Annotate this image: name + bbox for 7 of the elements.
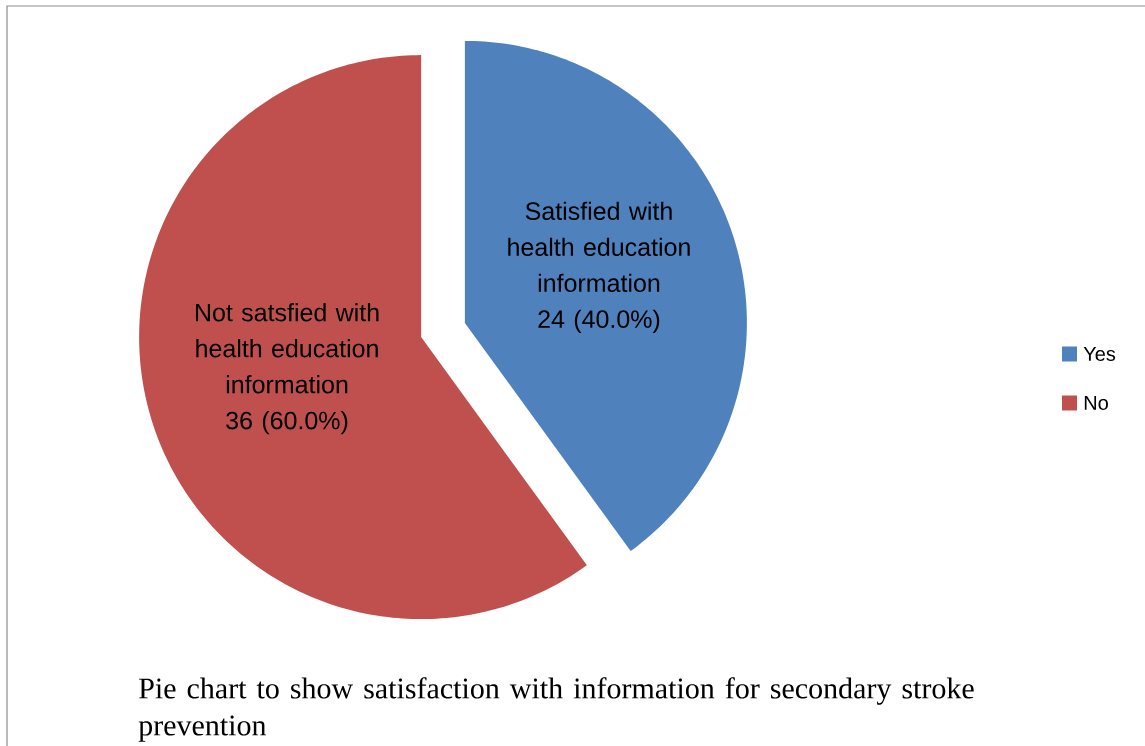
data-label: 36 (60.0%) [226,411,348,435]
legend-label: No [1084,396,1108,410]
data-label: 24 (40.0%) [538,309,660,333]
text: Pie chart to show satisfaction with information for secondary stroke prevention [138,677,974,742]
legend-label: Yes [1083,347,1116,361]
text: Satisfied with health education information [508,201,690,293]
text: Not satsfied with health education information [195,303,379,394]
